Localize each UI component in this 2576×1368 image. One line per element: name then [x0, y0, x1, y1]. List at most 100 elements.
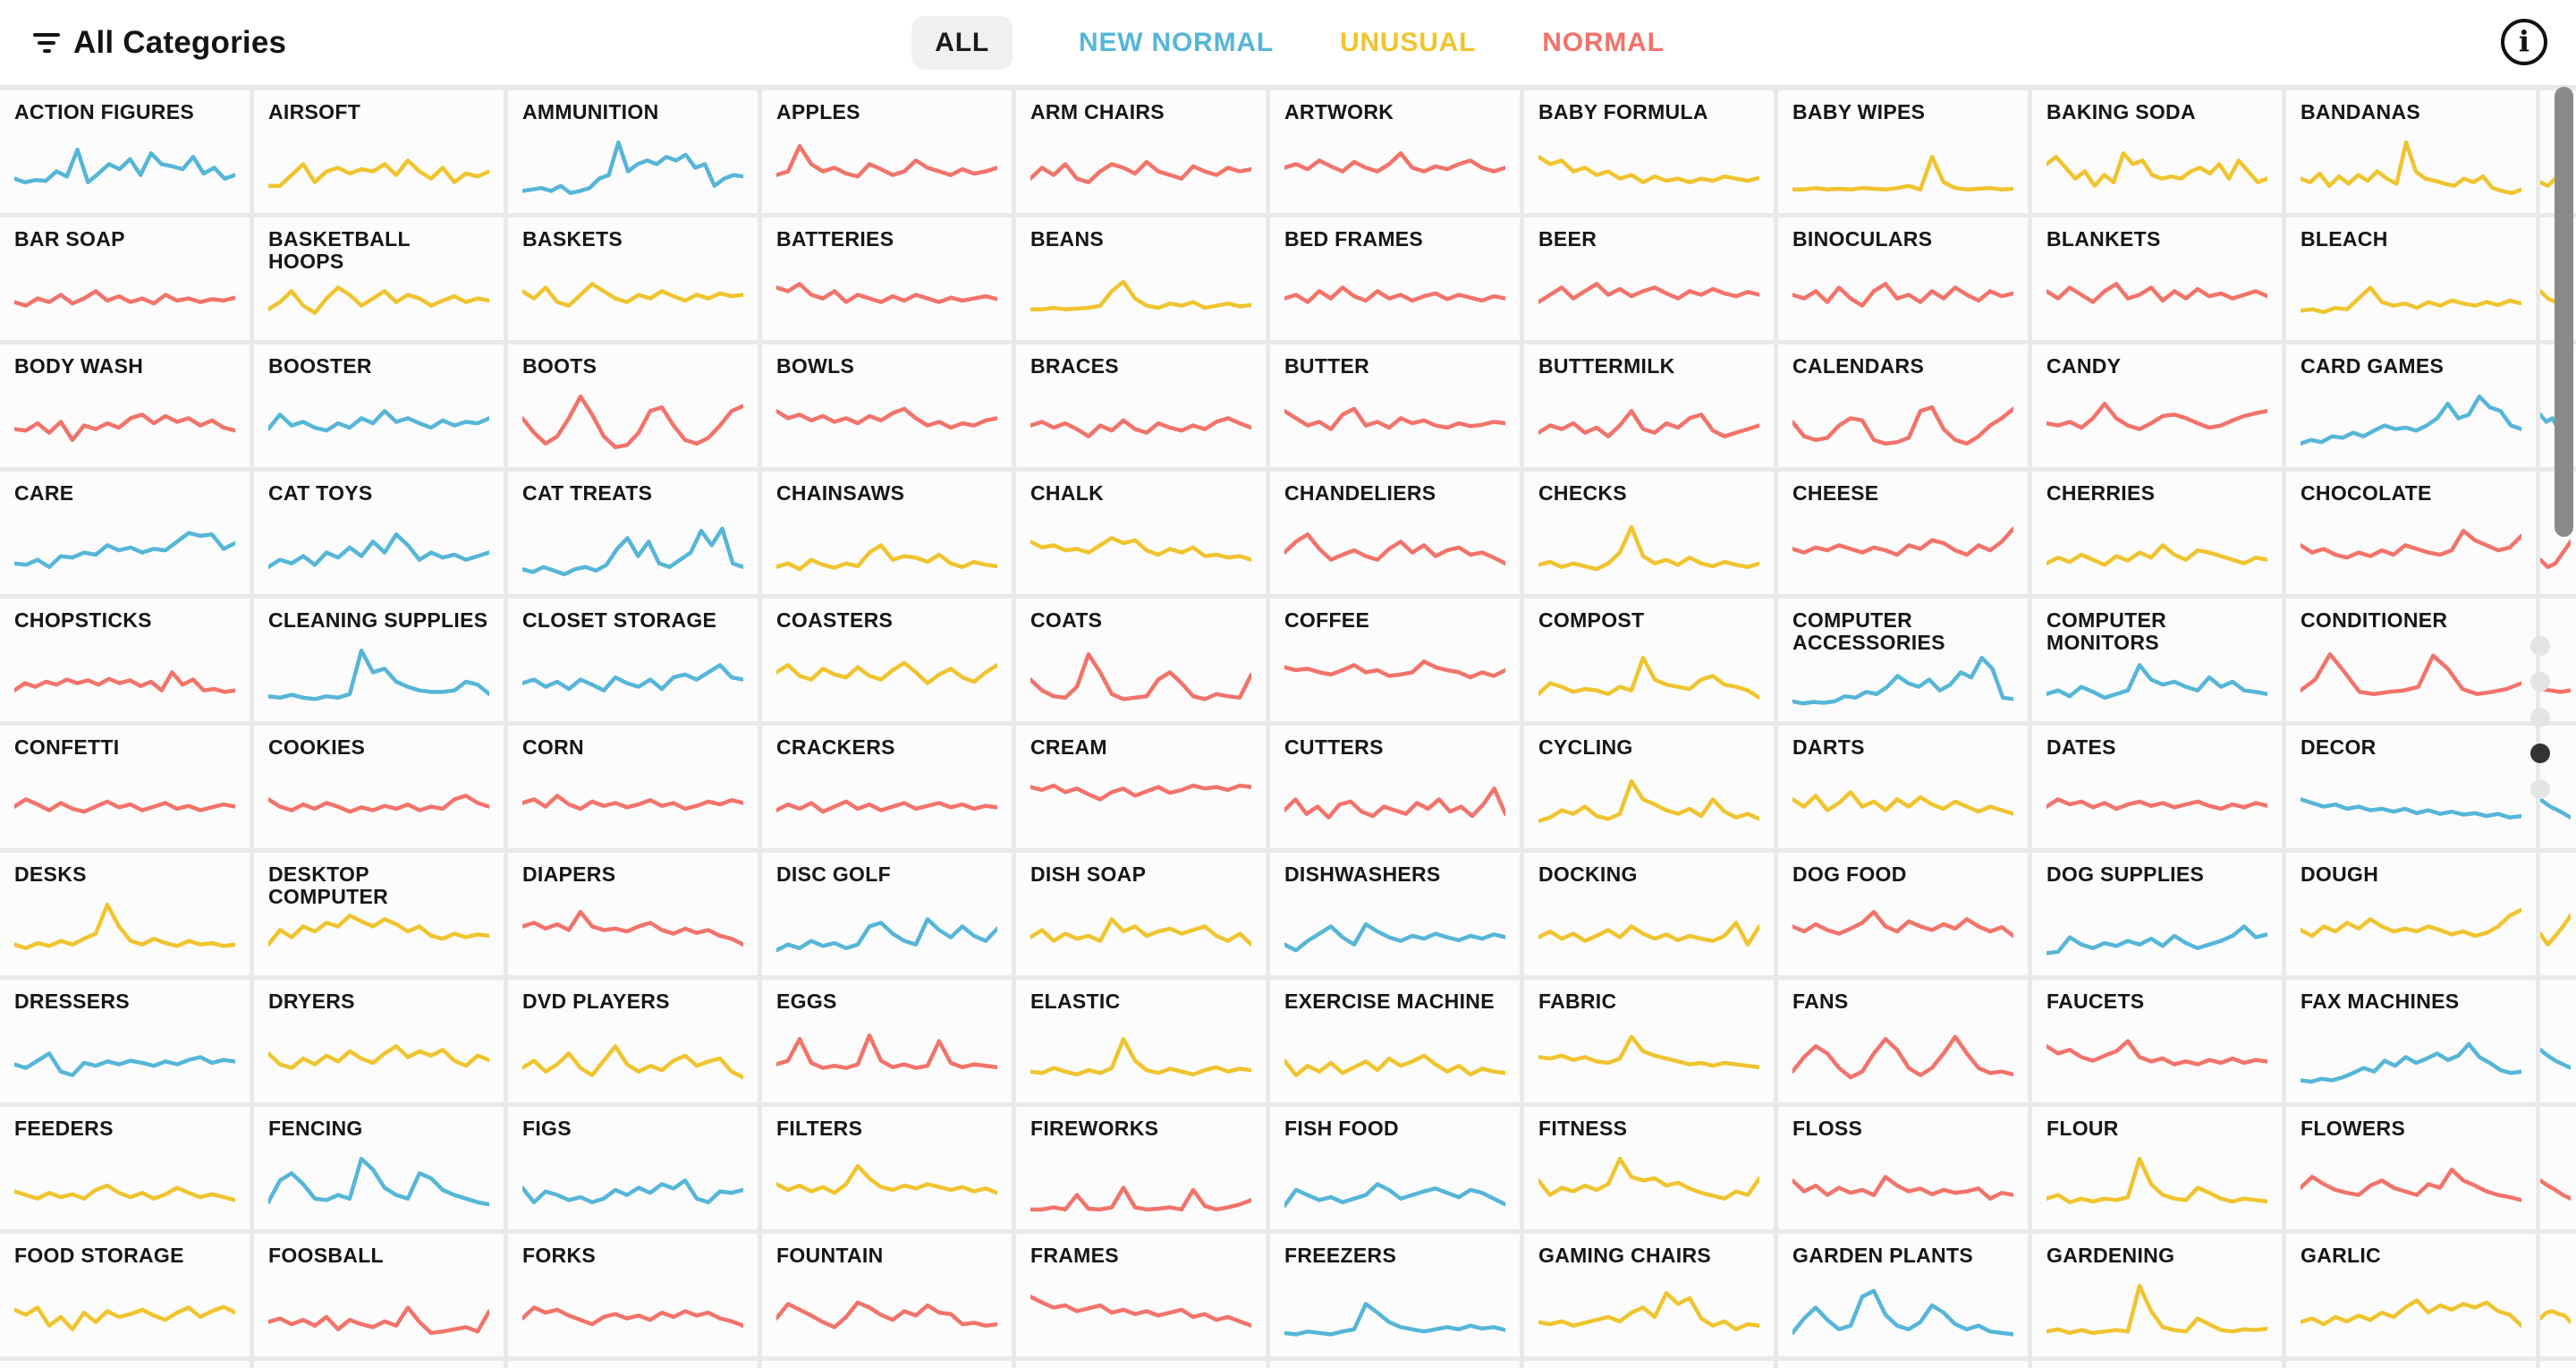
category-cell[interactable]: FLOWERS [2286, 1107, 2536, 1229]
category-cell[interactable]: APPLES [762, 90, 1012, 213]
category-cell[interactable]: BODY WASH [0, 344, 250, 467]
category-cell[interactable]: CORN [508, 726, 758, 848]
category-cell[interactable]: CHEESE [1778, 472, 2028, 594]
category-cell[interactable]: BOWLS [762, 344, 1012, 467]
category-cell[interactable]: BLANKETS [2032, 217, 2282, 340]
scroll-dot-active[interactable] [2530, 743, 2550, 763]
category-cell[interactable]: EGGS [762, 980, 1012, 1102]
category-cell[interactable]: CHAINSAWS [762, 472, 1012, 594]
category-cell[interactable]: CALENDARS [1778, 344, 2028, 467]
category-cell[interactable]: BRACES [1016, 344, 1266, 467]
category-cell[interactable]: ELASTIC [1016, 980, 1266, 1102]
category-cell[interactable]: FEEDERS [0, 1107, 250, 1229]
category-cell[interactable]: BEER [1524, 217, 1774, 340]
category-cell[interactable]: DIAPERS [508, 853, 758, 975]
category-cell[interactable]: CHANDELIERS [1270, 472, 1520, 594]
category-cell[interactable]: CLOSET STORAGE [508, 599, 758, 721]
scrollbar-thumb[interactable] [2555, 87, 2573, 537]
tab-normal[interactable]: NORMAL [1542, 27, 1665, 57]
category-cell[interactable]: DESKS [0, 853, 250, 975]
category-cell[interactable]: COMPUTER ACCESSORIES [1778, 599, 2028, 721]
category-cell[interactable]: BUTTER [1270, 344, 1520, 467]
category-cell[interactable]: ACTION FIGURES [0, 90, 250, 213]
category-cell[interactable]: CHOPSTICKS [0, 599, 250, 721]
category-cell[interactable]: FISH FOOD [1270, 1107, 1520, 1229]
category-cell[interactable]: BEANS [1016, 217, 1266, 340]
tab-new-normal[interactable]: NEW NORMAL [1079, 27, 1274, 57]
category-cell[interactable]: BANDANAS [2286, 90, 2536, 213]
category-cell[interactable]: FIGS [508, 1107, 758, 1229]
tab-unusual[interactable]: UNUSUAL [1339, 27, 1477, 57]
category-cell[interactable]: AMMUNITION [508, 90, 758, 213]
category-cell[interactable]: DRYERS [254, 980, 504, 1102]
category-cell[interactable]: DISC GOLF [762, 853, 1012, 975]
category-cell[interactable]: CHERRIES [2032, 472, 2282, 594]
category-cell[interactable]: CARD GAMES [2286, 344, 2536, 467]
category-cell[interactable]: BASKETBALL HOOPS [254, 217, 504, 340]
category-cell[interactable]: CUTTERS [1270, 726, 1520, 848]
category-cell[interactable]: BED FRAMES [1270, 217, 1520, 340]
category-cell[interactable]: GAMING CHAIRS [1524, 1234, 1774, 1356]
category-cell[interactable]: FANS [1778, 980, 2028, 1102]
category-cell[interactable]: DISHWASHERS [1270, 853, 1520, 975]
category-cell[interactable]: ARTWORK [1270, 90, 1520, 213]
category-cell[interactable]: COATS [1016, 599, 1266, 721]
category-cell[interactable]: CREAM [1016, 726, 1266, 848]
category-cell[interactable]: BAR SOAP [0, 217, 250, 340]
category-cell[interactable]: FOOSBALL [254, 1234, 504, 1356]
category-filter[interactable]: All Categories [32, 0, 286, 85]
category-cell[interactable]: COFFEE [1270, 599, 1520, 721]
tab-all[interactable]: ALL [911, 15, 1013, 70]
category-cell-partial[interactable] [2540, 599, 2576, 721]
category-cell[interactable]: FOOD STORAGE [0, 1234, 250, 1356]
category-cell[interactable]: CAT TOYS [254, 472, 504, 594]
category-cell[interactable]: COMPOST [1524, 599, 1774, 721]
category-cell[interactable]: CLEANING SUPPLIES [254, 599, 504, 721]
category-cell[interactable]: DOCKING [1524, 853, 1774, 975]
category-cell[interactable]: DVD PLAYERS [508, 980, 758, 1102]
category-cell[interactable]: BATTERIES [762, 217, 1012, 340]
category-cell[interactable]: DOUGH [2286, 853, 2536, 975]
category-cell[interactable]: CANDY [2032, 344, 2282, 467]
category-cell[interactable]: CONFETTI [0, 726, 250, 848]
category-cell[interactable]: CONDITIONER [2286, 599, 2536, 721]
category-cell[interactable]: CAT TREATS [508, 472, 758, 594]
category-cell[interactable]: COASTERS [762, 599, 1012, 721]
category-cell[interactable]: BLEACH [2286, 217, 2536, 340]
category-cell[interactable]: CHECKS [1524, 472, 1774, 594]
category-cell[interactable]: FREEZERS [1270, 1234, 1520, 1356]
category-cell[interactable]: DRESSERS [0, 980, 250, 1102]
category-cell[interactable]: FITNESS [1524, 1107, 1774, 1229]
scroll-dot[interactable] [2530, 672, 2550, 692]
scroll-dot-indicator[interactable] [2530, 636, 2550, 799]
category-cell[interactable]: COMPUTER MONITORS [2032, 599, 2282, 721]
category-cell-partial[interactable] [2540, 980, 2576, 1102]
category-cell[interactable]: FAX MACHINES [2286, 980, 2536, 1102]
category-cell[interactable]: BUTTERMILK [1524, 344, 1774, 467]
category-cell-partial[interactable] [2540, 1234, 2576, 1356]
category-cell[interactable]: BOOSTER [254, 344, 504, 467]
category-cell[interactable]: FAUCETS [2032, 980, 2282, 1102]
category-cell[interactable]: BINOCULARS [1778, 217, 2028, 340]
category-cell[interactable]: COOKIES [254, 726, 504, 848]
category-cell[interactable]: FIREWORKS [1016, 1107, 1266, 1229]
category-cell[interactable]: FRAMES [1016, 1234, 1266, 1356]
category-cell[interactable]: FLOSS [1778, 1107, 2028, 1229]
category-cell[interactable]: DATES [2032, 726, 2282, 848]
category-cell-partial[interactable] [2540, 853, 2576, 975]
category-cell[interactable]: CYCLING [1524, 726, 1774, 848]
category-cell[interactable]: CRACKERS [762, 726, 1012, 848]
category-cell[interactable]: BABY FORMULA [1524, 90, 1774, 213]
scroll-dot[interactable] [2530, 779, 2550, 799]
category-cell[interactable]: DESKTOP COMPUTER [254, 853, 504, 975]
category-cell[interactable]: FILTERS [762, 1107, 1012, 1229]
category-cell[interactable]: CARE [0, 472, 250, 594]
category-cell[interactable]: FABRIC [1524, 980, 1774, 1102]
category-cell[interactable]: BOOTS [508, 344, 758, 467]
category-cell[interactable]: DARTS [1778, 726, 2028, 848]
category-cell[interactable]: GARDEN PLANTS [1778, 1234, 2028, 1356]
category-cell[interactable]: GARDENING [2032, 1234, 2282, 1356]
category-cell[interactable]: BABY WIPES [1778, 90, 2028, 213]
scroll-dot[interactable] [2530, 636, 2550, 656]
category-cell-partial[interactable] [2540, 1107, 2576, 1229]
